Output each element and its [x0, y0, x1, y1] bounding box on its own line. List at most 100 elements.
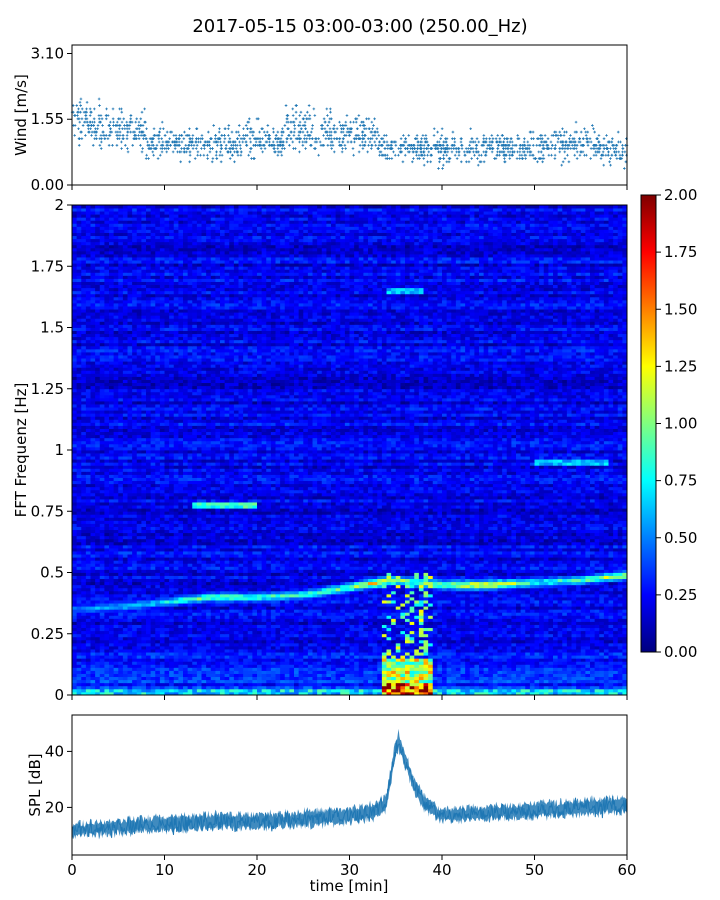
spectrogram-cell	[90, 664, 96, 668]
spectrogram-cell	[594, 633, 600, 638]
spectrogram-cell	[395, 673, 401, 678]
spectrogram-cell	[247, 621, 253, 625]
spectrogram-cell	[553, 642, 559, 647]
spectrogram-cell	[261, 618, 267, 622]
spectrogram-cell	[196, 664, 202, 668]
spectrogram-cell	[483, 636, 489, 641]
spectrogram-cell	[377, 670, 383, 674]
spectrogram-cell	[206, 612, 212, 616]
spectrogram-cell	[266, 688, 272, 693]
spectrogram-cell	[76, 688, 82, 693]
spectrogram-cell	[141, 609, 147, 613]
spectrogram-cell	[603, 633, 609, 638]
spectrogram-cell	[95, 679, 101, 684]
spectrogram-cell	[307, 633, 313, 638]
spectrogram-cell	[469, 658, 475, 662]
spectrogram-cell	[599, 682, 605, 687]
wind-point	[114, 130, 118, 134]
spectrogram-cell	[395, 667, 401, 671]
wind-point	[191, 140, 194, 144]
spectrogram-cell	[261, 621, 267, 625]
spectrogram-cell	[580, 618, 586, 622]
spectrogram-cell	[81, 685, 87, 690]
spectrogram-cell	[169, 624, 175, 629]
spectrogram-cell	[446, 618, 452, 622]
spectrogram-cell	[474, 652, 480, 656]
spectrogram-cell	[451, 621, 457, 625]
spectrogram-cell	[571, 661, 577, 665]
spectrogram-cell	[548, 673, 554, 678]
spectrogram-cell	[418, 615, 424, 619]
spectrogram-cell	[159, 658, 165, 662]
spectrogram-cell	[289, 642, 295, 647]
spectrogram-cell	[206, 673, 212, 678]
spectrogram-cell	[303, 661, 309, 665]
spectrogram-cell	[72, 621, 78, 625]
spectrogram-cell	[469, 636, 475, 641]
spectrogram-cell	[252, 661, 258, 665]
spectrogram-cell	[206, 676, 212, 681]
spectrogram-cell	[437, 612, 443, 616]
spectrogram-cell	[247, 652, 253, 656]
spectrogram-cell	[557, 642, 563, 647]
spectrogram-cell	[173, 649, 179, 653]
spectrogram-cell	[280, 658, 286, 662]
spectrogram-cell	[442, 639, 448, 644]
spectrogram-cell	[460, 630, 466, 635]
spectrogram-cell	[368, 682, 374, 687]
spectrogram-cell	[377, 688, 383, 693]
spectrogram-cell	[99, 679, 105, 684]
spectrogram-cell	[257, 615, 263, 619]
spectrogram-cell	[340, 667, 346, 671]
spectrogram-cell	[617, 630, 623, 635]
spectrogram-cell	[557, 679, 563, 684]
spectrogram-cell	[215, 621, 221, 625]
spectrogram-cell	[534, 661, 540, 665]
spectrogram-cell	[146, 670, 152, 674]
spectrogram-cell	[99, 636, 105, 641]
spectrogram-cell	[428, 676, 434, 681]
spectrogram-cell	[229, 646, 235, 650]
spectrogram-cell	[104, 612, 110, 616]
spectrogram-cell	[183, 621, 189, 625]
spectrogram-cell	[335, 658, 341, 662]
spectrogram-cell	[474, 621, 480, 625]
spectrogram-cell	[400, 652, 406, 656]
spectrogram-cell	[562, 670, 568, 674]
spectrogram-cell	[488, 670, 494, 674]
spectrogram-cell	[548, 624, 554, 629]
spectrogram-cell	[368, 642, 374, 647]
spectrogram-cell	[109, 642, 115, 647]
spectrogram-cell	[506, 639, 512, 644]
spectrogram-cell	[520, 627, 526, 632]
spectrogram-cell	[469, 649, 475, 653]
wind-point	[118, 134, 122, 137]
wind-point	[162, 127, 165, 131]
spectrogram-cell	[525, 642, 531, 647]
spectrogram-cell	[548, 652, 554, 656]
spectrogram-cell	[617, 646, 623, 650]
spectrogram-cell	[418, 649, 424, 653]
spectrogram-cell	[159, 624, 165, 629]
spectrogram-cell	[233, 636, 239, 641]
spectrogram-cell	[488, 685, 494, 690]
spectrogram-cell	[502, 621, 508, 625]
spectrogram-cell	[460, 688, 466, 693]
spectrogram-cell	[331, 612, 337, 616]
spectrogram-cell	[539, 618, 545, 622]
spectrogram-cell	[432, 655, 438, 659]
wind-point	[115, 143, 119, 147]
spectrogram-cell	[76, 673, 82, 678]
spectrogram-cell	[85, 673, 91, 678]
spectrogram-cell	[76, 609, 82, 613]
spectrogram-cell	[183, 673, 189, 678]
wind-point	[111, 143, 114, 147]
spectrogram-cell	[122, 621, 128, 625]
spectrogram-cell	[192, 615, 198, 619]
spectrogram-cell	[206, 688, 212, 693]
spectrogram-cell	[511, 646, 517, 650]
spectrogram-cell	[534, 670, 540, 674]
spectrogram-cell	[261, 652, 267, 656]
spectrogram-cell	[252, 655, 258, 659]
spectrogram-cell	[455, 661, 461, 665]
